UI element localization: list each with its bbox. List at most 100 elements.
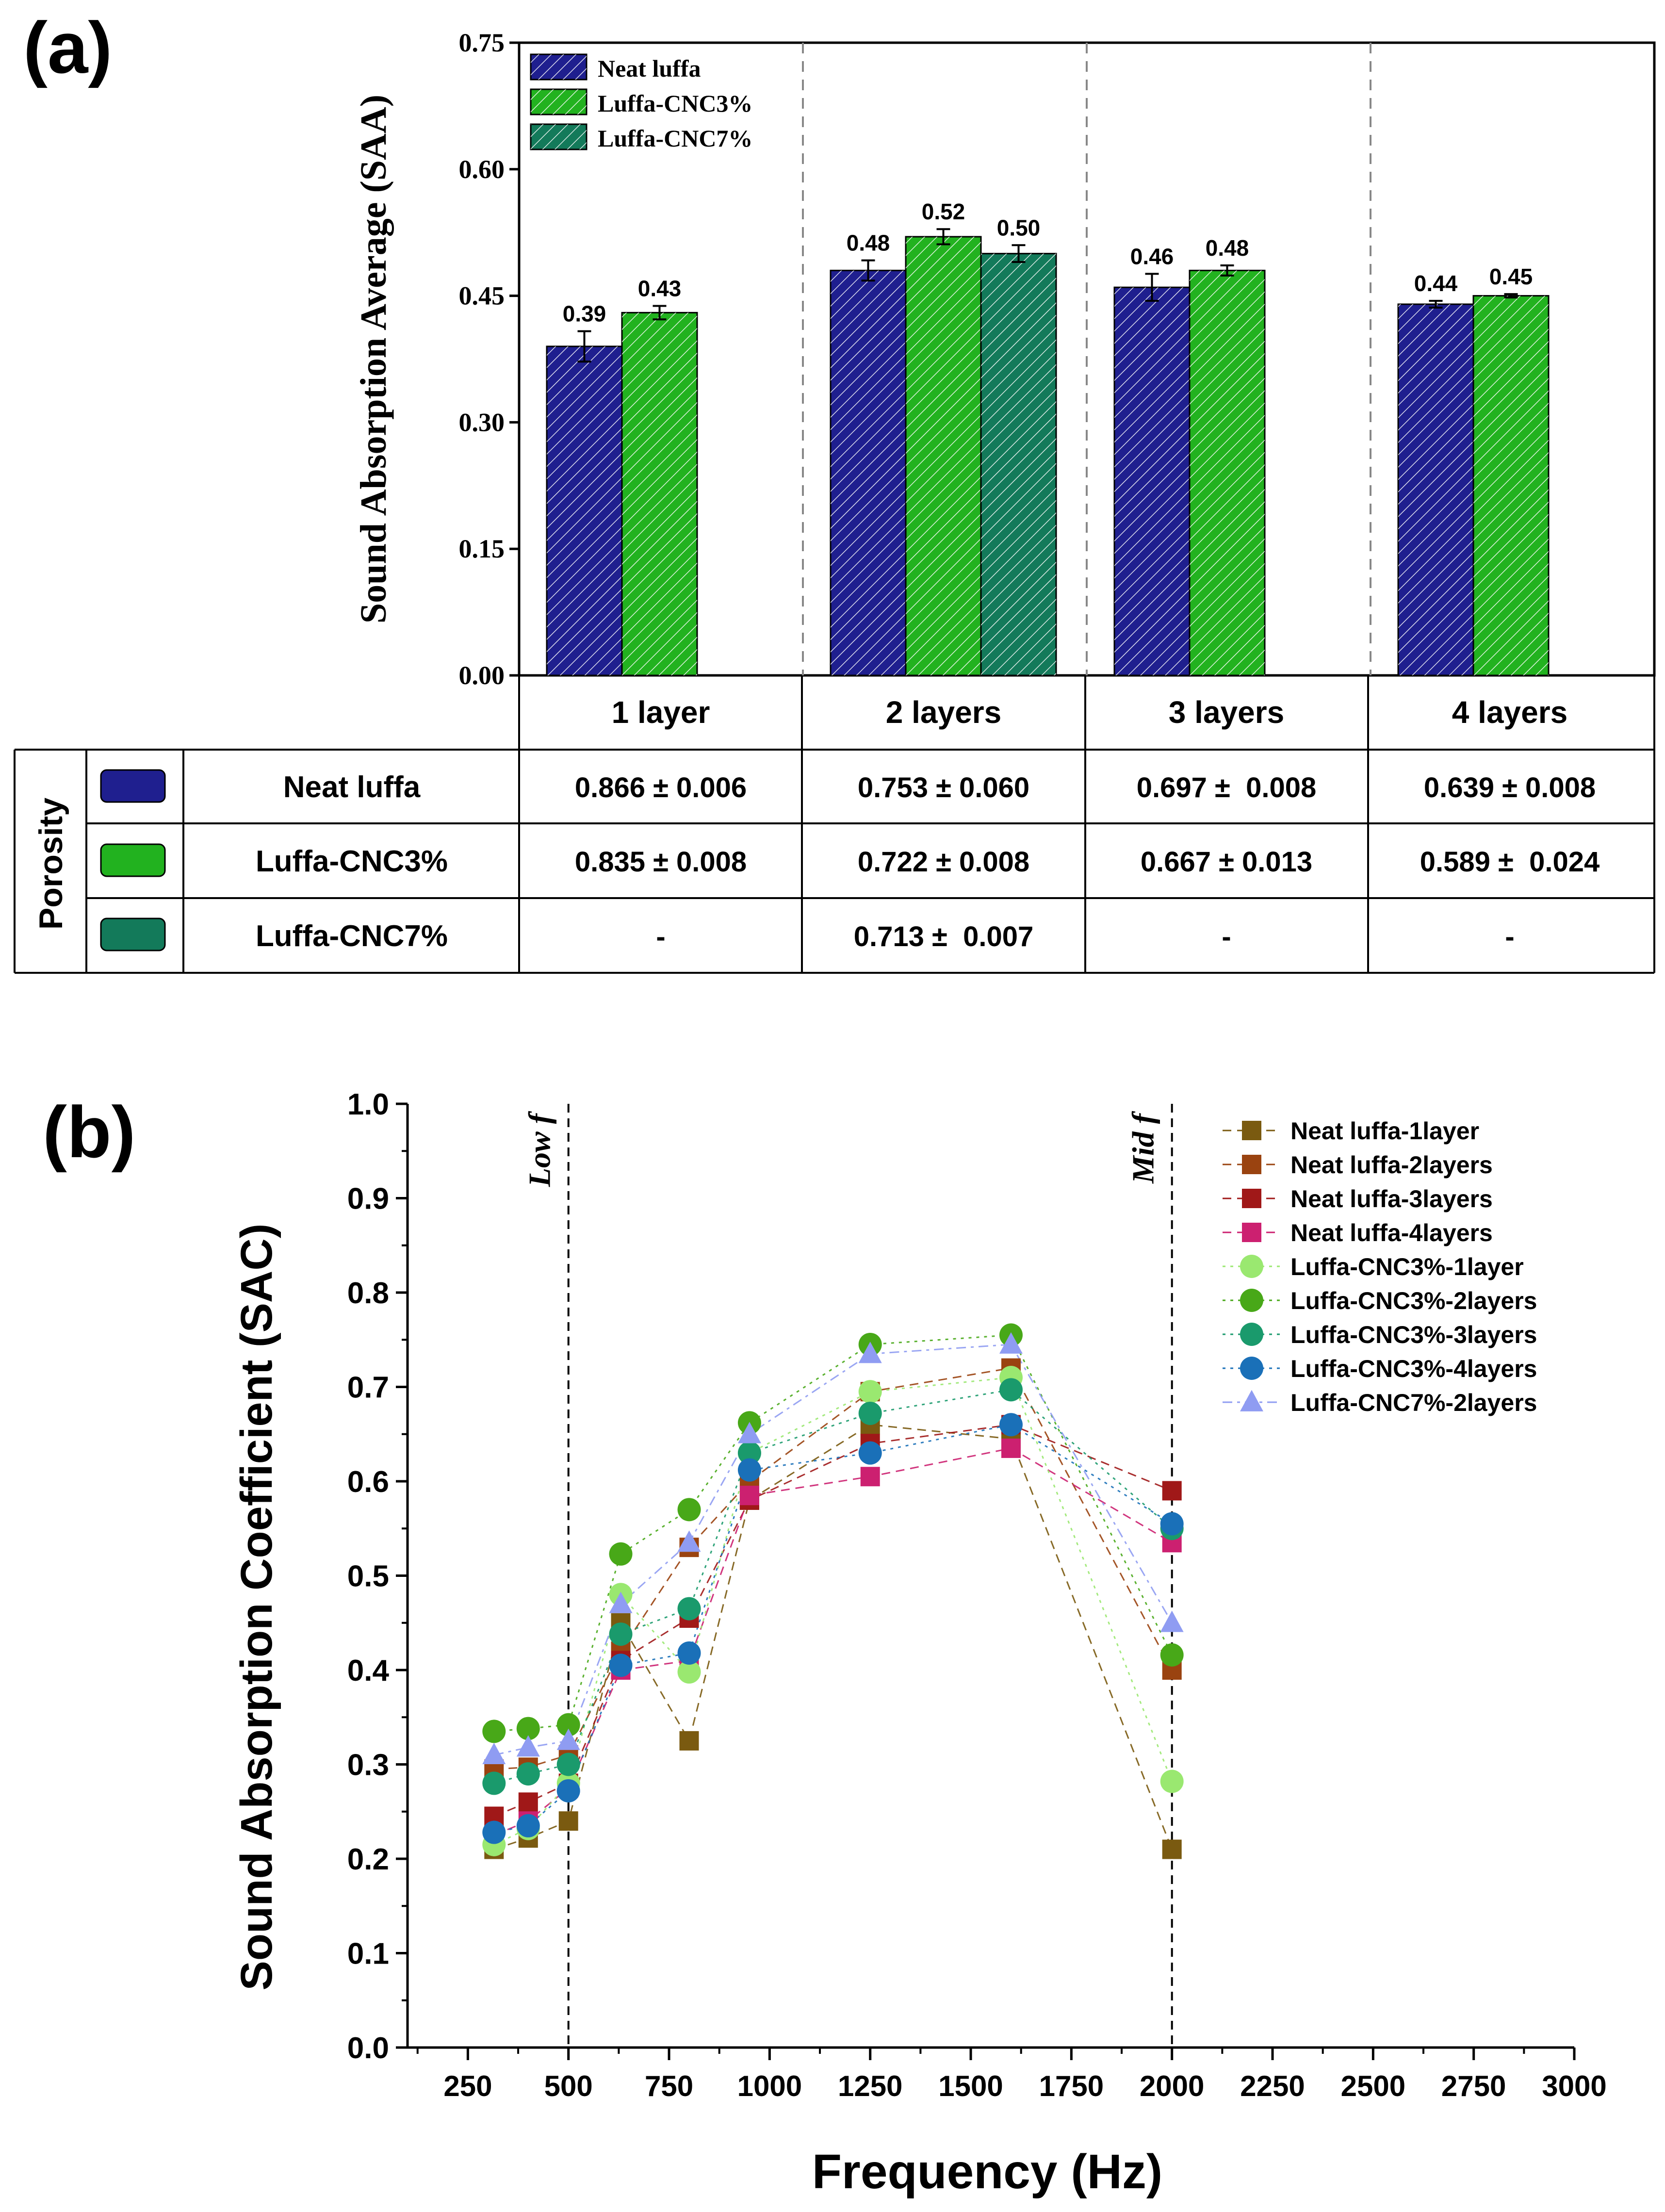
panel-a: (a) 0.00 0.15 0.30 0.45 0.60 0.75 0.39 0.43 0.4…: [14, 7, 1656, 974]
data-point: [609, 1622, 633, 1646]
data-point: [677, 1660, 701, 1684]
y-tick-label: 0.2: [347, 1843, 389, 1876]
legend-swatch-hatch: [531, 54, 587, 80]
data-point: [1160, 1610, 1184, 1632]
data-point: [999, 1378, 1023, 1402]
table-col-header-1-layer: 1 layer: [612, 695, 710, 730]
data-point: [1160, 1643, 1184, 1667]
panel-b-series-lines: [493, 1334, 1173, 1850]
series-line: [493, 1424, 1173, 1817]
legend-label-neat-luffa: Neat luffa: [598, 55, 701, 82]
x-tick-label: 500: [544, 2070, 593, 2102]
series-line: [494, 1334, 1173, 1732]
data-point: [737, 1422, 761, 1443]
table-cell: 0.639 ± 0.008: [1424, 772, 1596, 803]
data-point: [1242, 1189, 1261, 1208]
data-point: [482, 1742, 506, 1764]
legend-item-neat-luffa: Neat luffa: [530, 53, 701, 82]
legend-label: Luffa-CNC3%-2layers: [1290, 1287, 1537, 1314]
y-tick-label: 0.6: [347, 1465, 389, 1499]
table-row-header-porosity: Porosity: [33, 798, 69, 930]
data-point: [1242, 1223, 1261, 1242]
bar-value-label: 0.52: [922, 199, 965, 224]
panel-b-y-axis-title: Sound Absorption Coefficient (SAC): [232, 1224, 281, 1991]
x-tick-label: 1500: [938, 2070, 1003, 2102]
x-tick-label: 1250: [838, 2070, 902, 2102]
x-tick-label: 250: [443, 2070, 492, 2102]
x-tick-label: 2750: [1441, 2070, 1506, 2102]
data-point: [679, 1731, 699, 1751]
data-point: [1160, 1512, 1184, 1536]
data-point: [1240, 1289, 1263, 1312]
data-point: [482, 1820, 506, 1844]
bar-hatch: [622, 312, 697, 675]
data-point: [1242, 1121, 1261, 1140]
panel-b-axes: 0.0 0.1 0.2 0.3 0.4 0.5 0.6 0.7 0.8 0.9 1.0 250 500 7…: [347, 1088, 1607, 2102]
y-tick-label: 0.15: [459, 534, 505, 563]
y-tick-label: 0.60: [459, 155, 505, 184]
data-point: [1240, 1390, 1263, 1411]
panel-b-legend: Neat luffa-1layer Neat luffa-2layers Neat …: [1223, 1117, 1537, 1416]
reference-line-label: Mid f: [1126, 1111, 1160, 1184]
legend-label: Neat luffa-2layers: [1290, 1151, 1493, 1179]
data-point: [516, 1762, 540, 1786]
y-tick-label: 0.7: [347, 1371, 389, 1405]
y-tick-label: 0.5: [347, 1560, 389, 1593]
legend-swatch-hatch: [531, 89, 587, 115]
data-point: [482, 1720, 506, 1743]
y-tick-label: 0.4: [347, 1654, 390, 1688]
y-tick-label: 0.30: [459, 408, 505, 437]
legend-item-luffa-cnc3: Luffa-CNC3%: [530, 88, 752, 117]
legend-label-luffa-cnc7: Luffa-CNC7%: [598, 125, 752, 152]
panel-a-y-axis: 0.00 0.15 0.30 0.45 0.60 0.75: [459, 28, 519, 690]
bar-hatch: [1398, 304, 1473, 675]
x-tick-label: 750: [645, 2070, 693, 2102]
legend-item-luffa-cnc7: Luffa-CNC7%: [530, 123, 752, 152]
table-cell: 0.866 ± 0.006: [575, 772, 747, 803]
panel-a-label: (a): [23, 7, 112, 88]
bar-hatch: [1473, 295, 1549, 675]
legend-label: Luffa-CNC3%-3layers: [1290, 1321, 1537, 1348]
series-line: [494, 1424, 1173, 1834]
table-cell: 0.697 ± 0.008: [1137, 772, 1316, 803]
data-point: [1240, 1255, 1263, 1278]
table-cell: -: [1505, 921, 1514, 952]
panel-b-points: [482, 1323, 1184, 1859]
table-cell: 0.589 ± 0.024: [1420, 846, 1600, 878]
bar-hatch: [547, 346, 622, 675]
bar-value-label: 0.45: [1489, 264, 1533, 289]
table-cell: 0.722 ± 0.008: [858, 846, 1029, 878]
data-point: [556, 1753, 580, 1776]
x-tick-label: 1750: [1039, 2070, 1104, 2102]
panel-b-reference-lines: Low f Mid f: [522, 1104, 1173, 2048]
data-point: [1001, 1438, 1021, 1458]
data-point: [858, 1401, 882, 1425]
data-point: [999, 1413, 1023, 1437]
panel-a-bars: 0.39 0.43 0.48 0.52 0.50 0.46 0.48 0.44 0.45: [546, 199, 1550, 676]
legend-label: Luffa-CNC7%-2layers: [1290, 1389, 1537, 1416]
y-tick-label: 0.0: [347, 2032, 389, 2065]
panel-b: (b) 0.0 0.1 0.2 0.3 0.4 0.5 0.6 0.7 0.8 0.9 1.0 250…: [43, 1088, 1607, 2199]
legend-label: Luffa-CNC3%-1layer: [1290, 1253, 1524, 1280]
data-point: [677, 1498, 701, 1522]
panel-a-group-dividers: [802, 43, 1371, 675]
panel-b-x-axis-title: Frequency (Hz): [812, 2145, 1162, 2199]
data-point: [482, 1771, 506, 1795]
table-col-header-4-layers: 4 layers: [1452, 695, 1567, 730]
table-row-label-neat-luffa: Neat luffa: [283, 770, 421, 804]
data-point: [677, 1641, 701, 1665]
y-tick-label: 0.1: [347, 1937, 389, 1971]
y-tick-label: 0.3: [347, 1749, 389, 1782]
data-point: [556, 1713, 580, 1737]
bar-hatch: [906, 236, 981, 676]
data-point: [1160, 1770, 1184, 1793]
table-cell: 0.835 ± 0.008: [575, 846, 747, 878]
data-point: [1242, 1155, 1261, 1174]
legend-swatch-hatch: [531, 124, 587, 149]
legend-label: Neat luffa-1layer: [1290, 1117, 1479, 1145]
series-line: [493, 1344, 1173, 1756]
y-tick-label: 1.0: [347, 1088, 389, 1121]
table-row-label-luffa-cnc3: Luffa-CNC3%: [256, 845, 448, 878]
data-point: [556, 1779, 580, 1802]
